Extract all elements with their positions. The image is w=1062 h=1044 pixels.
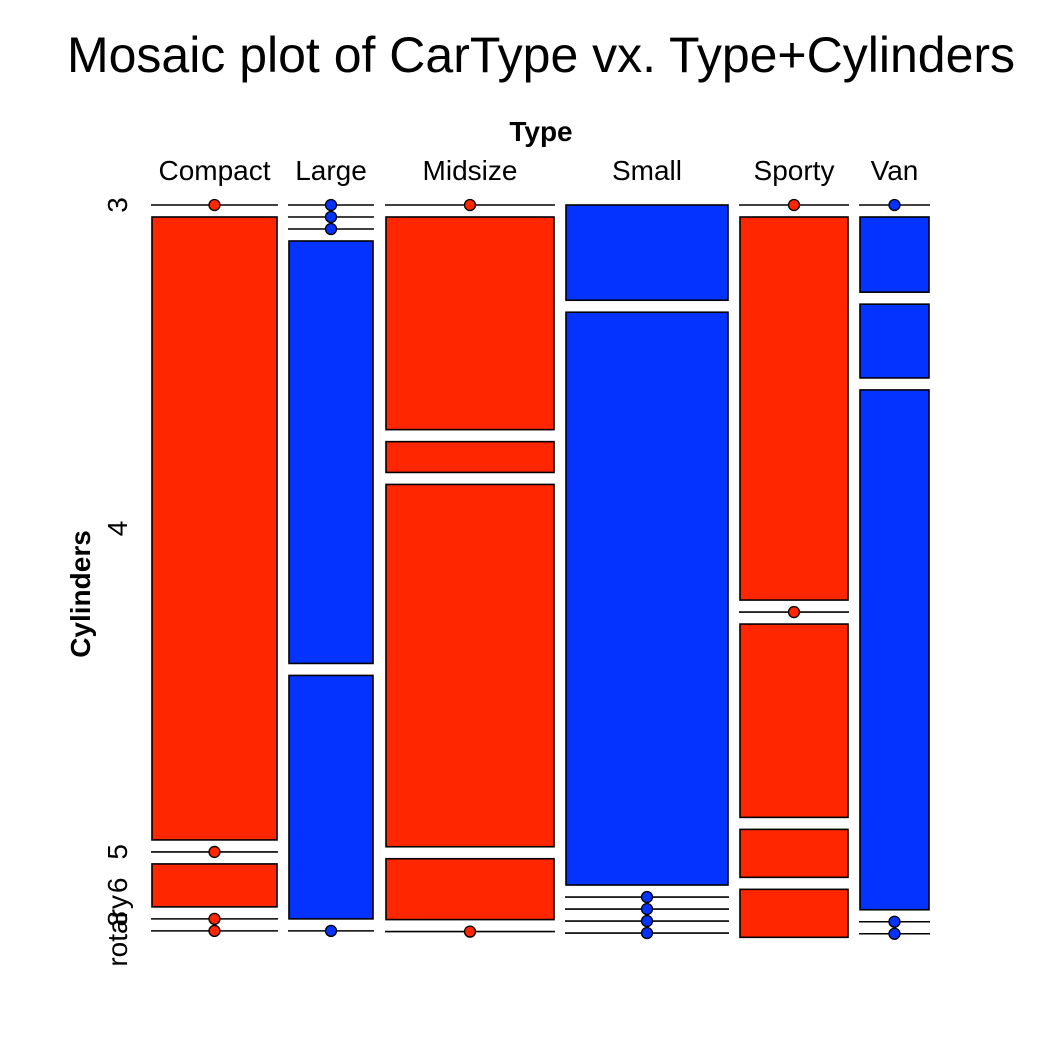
tile-compact-5-empty-marker	[208, 845, 221, 859]
tile-sporty-5-empty-marker	[787, 605, 801, 619]
tile-van-4	[859, 216, 930, 293]
tile-van-rotary-empty-marker	[888, 927, 901, 940]
cylinder-label-6: 6	[102, 878, 133, 894]
type-label-van: Van	[871, 155, 919, 186]
tile-midsize-4	[385, 216, 555, 431]
cylinder-label-8: 8	[102, 911, 133, 927]
tile-large-5-empty-marker	[324, 222, 338, 236]
type-label-compact: Compact	[158, 155, 270, 186]
tile-small-rotary-empty-marker	[640, 926, 654, 940]
tile-small-4	[565, 311, 729, 886]
tile-large-rotary-empty-marker	[324, 924, 338, 938]
tile-compact-8-empty-marker	[208, 912, 221, 926]
tile-small-8-empty-marker	[640, 914, 654, 928]
tile-sporty-8	[739, 828, 849, 879]
type-label-small: Small	[612, 155, 682, 186]
tile-small-5-empty-marker	[640, 890, 654, 904]
tile-compact-3-empty-marker	[208, 198, 221, 212]
cylinder-label-4: 4	[102, 521, 133, 537]
type-label-sporty: Sporty	[754, 155, 835, 186]
tile-midsize-8	[385, 857, 555, 921]
tile-small-6-empty-marker	[640, 902, 654, 916]
tile-sporty-6	[739, 623, 849, 819]
tile-compact-6	[151, 863, 278, 908]
tile-van-8-empty-marker	[888, 915, 901, 928]
tile-compact-4	[151, 216, 278, 841]
chart-title: Mosaic plot of CarType vx. Type+Cylinder…	[67, 27, 1015, 83]
tile-sporty-4	[739, 216, 849, 601]
tile-van-6	[859, 389, 930, 911]
cylinder-label-rotary: rotary	[102, 895, 133, 967]
tile-sporty-3-empty-marker	[787, 198, 801, 212]
tile-midsize-5	[385, 440, 555, 474]
tile-midsize-3-empty-marker	[463, 198, 477, 212]
tile-van-5	[859, 303, 930, 379]
tile-large-3-empty-marker	[324, 198, 338, 212]
tile-compact-rotary-empty-marker	[208, 924, 221, 938]
cylinder-label-5: 5	[102, 844, 133, 860]
tile-small-3	[565, 204, 729, 302]
cylinder-label-3: 3	[102, 197, 133, 213]
tile-midsize-rotary-empty-marker	[463, 925, 477, 938]
type-labels: Compact Large Midsize Small Sporty Van	[158, 155, 918, 186]
x-axis-title: Type	[509, 116, 572, 147]
type-label-large: Large	[295, 155, 367, 186]
tile-van-3-empty-marker	[888, 198, 901, 212]
type-label-midsize: Midsize	[423, 155, 518, 186]
tile-midsize-6	[385, 483, 555, 848]
y-axis-title: Cylinders	[65, 530, 96, 658]
tile-large-8	[288, 674, 374, 920]
tile-large-4-empty-marker	[324, 210, 338, 224]
tile-large-6	[288, 240, 374, 665]
tile-sporty-rotary	[739, 888, 849, 939]
mosaic-tiles	[151, 198, 930, 940]
